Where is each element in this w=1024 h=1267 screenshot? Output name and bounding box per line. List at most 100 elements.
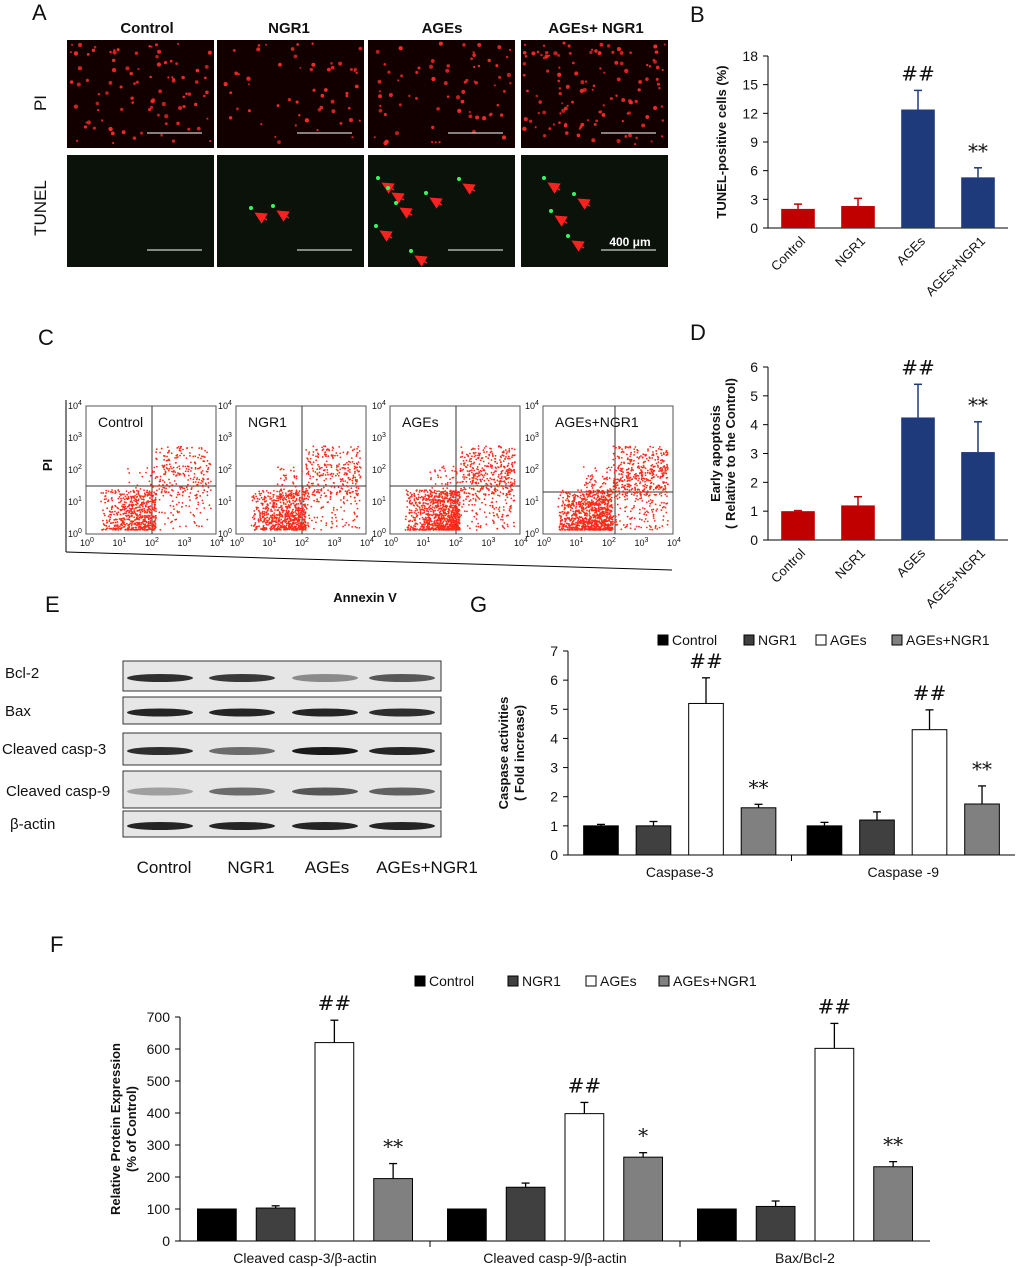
significance-mark: ** [972,757,992,781]
y-tick-label: 0 [162,1233,170,1249]
y-tick-label: 1 [750,503,758,519]
blot-strip [122,770,442,809]
x-tick-label: AGEs+NGR1 [923,234,989,300]
bar [697,1208,737,1242]
y-tick-label: 100 [147,1201,171,1217]
pi-image [368,40,515,148]
significance-mark: * [638,1124,648,1148]
bar [255,1207,296,1242]
bar [781,511,815,540]
bar [841,505,875,540]
y-axis-label-2: ( Relative to the Control) [723,378,738,529]
y-tick-label: 2 [550,789,558,805]
chart-g-caspase-activity: 0 1 2 3 4 5 6 7 ## ** Caspase-3 ## ** Caspase -9 Contr… [496,632,1015,880]
y-axis-label: Early apoptosis [708,405,723,502]
flow-x-tick: 101 [113,537,127,548]
bar [911,729,948,856]
legend-swatch [658,975,670,987]
tunel-image [67,155,214,267]
legend-label: NGR1 [522,973,561,989]
y-tick-label: 5 [550,701,558,717]
y-tick-label: 4 [750,417,758,433]
column-header-control: Control [120,20,173,37]
bar [688,702,724,856]
chart-d-early-apoptosis: 0 1 2 3 4 5 6 Control NGR1 ## AGEs ** AGEs+NGR1 Early… [708,355,1008,611]
blot-band [292,747,358,755]
x-tick-label: NGR1 [832,546,868,582]
bar [740,807,777,856]
flow-x-tick: 103 [635,537,649,548]
blot-band [127,708,193,717]
flow-y-tick: 103 [372,432,386,443]
scale-bar-label: 400 μm [609,235,650,249]
legend-label: Control [672,632,717,648]
flow-x-tick: 101 [417,537,431,548]
flow-y-tick: 101 [372,496,386,507]
legend-swatch [743,634,755,646]
bar [961,177,995,228]
flow-x-tick: 103 [178,537,192,548]
pi-image [217,40,364,148]
bar [314,1042,355,1242]
flow-y-tick: 104 [218,400,232,411]
blot-band [209,708,275,717]
x-tick-label: Control [768,545,808,585]
blot-label-cleaved-casp3: Cleaved casp-3 [2,741,106,758]
blot-band [292,787,358,796]
bar [781,208,815,228]
panel-letter-d: D [690,320,706,345]
panel-letter-g: G [470,592,487,617]
blot-group-ages-ngr1: AGEs+NGR1 [376,858,478,877]
bar [901,417,935,540]
flow-x-axis [65,551,673,571]
y-axis-label-2: (% of Control) [124,1086,139,1172]
significance-mark: ** [968,139,988,163]
significance-mark: ## [689,649,723,673]
bar [623,1156,663,1242]
flow-x-tick: 100 [80,537,94,548]
flow-y-tick: 103 [68,432,82,443]
legend-swatch [657,634,669,646]
flow-x-tick: 101 [263,537,277,548]
y-tick-label: 600 [147,1041,171,1057]
significance-mark: ## [901,61,935,85]
row-label-pi: PI [31,95,50,111]
y-tick-label: 3 [750,446,758,462]
bar [859,819,895,856]
pi-image-row [67,40,668,148]
significance-mark: ## [318,991,352,1015]
legend-label: AGEs [600,973,637,989]
bar [447,1208,487,1242]
blot-band [127,822,193,830]
y-tick-label: 6 [550,672,558,688]
y-tick-label: 3 [550,760,558,776]
blot-group-ages: AGEs [305,858,349,877]
panel-letter-c: C [38,325,54,350]
blot-strips [122,660,442,838]
blot-band [369,674,435,682]
x-tick-label: NGR1 [832,234,868,270]
blot-strip [122,810,442,838]
y-axis-label: Relative Protein Expression [108,1043,123,1215]
y-tick-label: 15 [742,77,758,93]
x-tick-label: AGEs [893,545,928,580]
y-tick-label: 0 [750,532,758,548]
y-tick-label: 6 [750,163,758,179]
y-tick-label: 1 [550,818,558,834]
legend-swatch [891,634,903,646]
blot-label-bcl2: Bcl-2 [5,665,39,682]
significance-mark: ** [749,775,769,799]
significance-mark: ## [568,1073,602,1097]
significance-mark: ** [883,1133,903,1157]
flow-y-tick: 100 [218,528,232,539]
y-axis-label-2: ( Fold increase) [512,705,527,801]
blot-label-beta-actin: β-actin [10,816,55,833]
flow-y-tick: 101 [525,496,539,507]
flow-plots: Control100100101101102102103103104104NGR… [68,400,681,548]
flow-x-tick: 104 [667,537,681,548]
flow-x-tick: 100 [230,537,244,548]
